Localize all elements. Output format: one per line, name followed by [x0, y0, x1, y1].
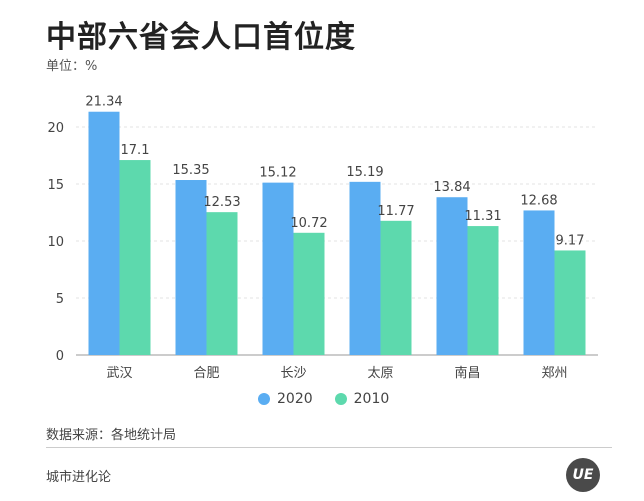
legend-dot-2010 [334, 393, 347, 405]
data-label: 12.53 [203, 195, 240, 210]
bar-2020 [175, 180, 207, 355]
data-label: 10.72 [290, 216, 327, 231]
bar-2010 [206, 212, 238, 355]
y-tick-label: 5 [56, 292, 64, 307]
data-label: 21.34 [85, 95, 122, 110]
bar-2020 [349, 181, 381, 355]
data-label: 17.1 [121, 143, 150, 158]
x-tick-label: 合肥 [193, 366, 219, 381]
chart-title: 中部六省会人口首位度 [46, 20, 356, 55]
data-label: 9.17 [556, 233, 585, 248]
bar-2020 [88, 111, 120, 355]
brand-logo: UE [566, 458, 600, 492]
data-label: 15.19 [346, 165, 383, 180]
source-note: 数据来源：各地统计局 [46, 428, 177, 443]
y-tick-label: 10 [47, 235, 64, 250]
x-tick-label: 武汉 [106, 366, 132, 381]
data-label: 15.12 [259, 166, 296, 181]
bar-2010 [380, 220, 412, 355]
bar-2010 [119, 160, 151, 355]
bar-2020 [523, 210, 555, 355]
legend-item-2010[interactable]: 2010 [334, 391, 390, 407]
x-tick-label: 南昌 [454, 365, 480, 381]
legend-dot-2020 [258, 393, 270, 405]
legend-item-2020[interactable]: 2020 [258, 391, 313, 407]
data-label: 11.31 [464, 209, 501, 224]
y-tick-label: 15 [47, 178, 64, 193]
data-label: 11.77 [377, 204, 414, 219]
data-label: 15.35 [172, 163, 209, 178]
data-label: 12.68 [520, 193, 557, 208]
y-tick-label: 20 [47, 121, 64, 136]
x-tick-label: 郑州 [541, 366, 567, 381]
x-tick-label: 长沙 [280, 366, 306, 381]
x-tick-label: 太原 [367, 366, 393, 381]
bar-2010 [293, 232, 325, 355]
data-label: 13.84 [433, 180, 470, 195]
bar-2010 [554, 250, 586, 355]
y-tick-label: 0 [56, 349, 64, 364]
legend-label-2010: 2010 [353, 391, 390, 407]
unit-label: 单位：% [46, 59, 98, 74]
legend: 2020 2010 [258, 391, 411, 407]
bar-2010 [467, 226, 499, 355]
legend-label-2020: 2020 [277, 391, 313, 407]
bar-2020 [436, 197, 468, 355]
footer-brand: 城市进化论 [46, 470, 112, 485]
divider [46, 447, 612, 448]
bar-2020 [262, 182, 294, 355]
